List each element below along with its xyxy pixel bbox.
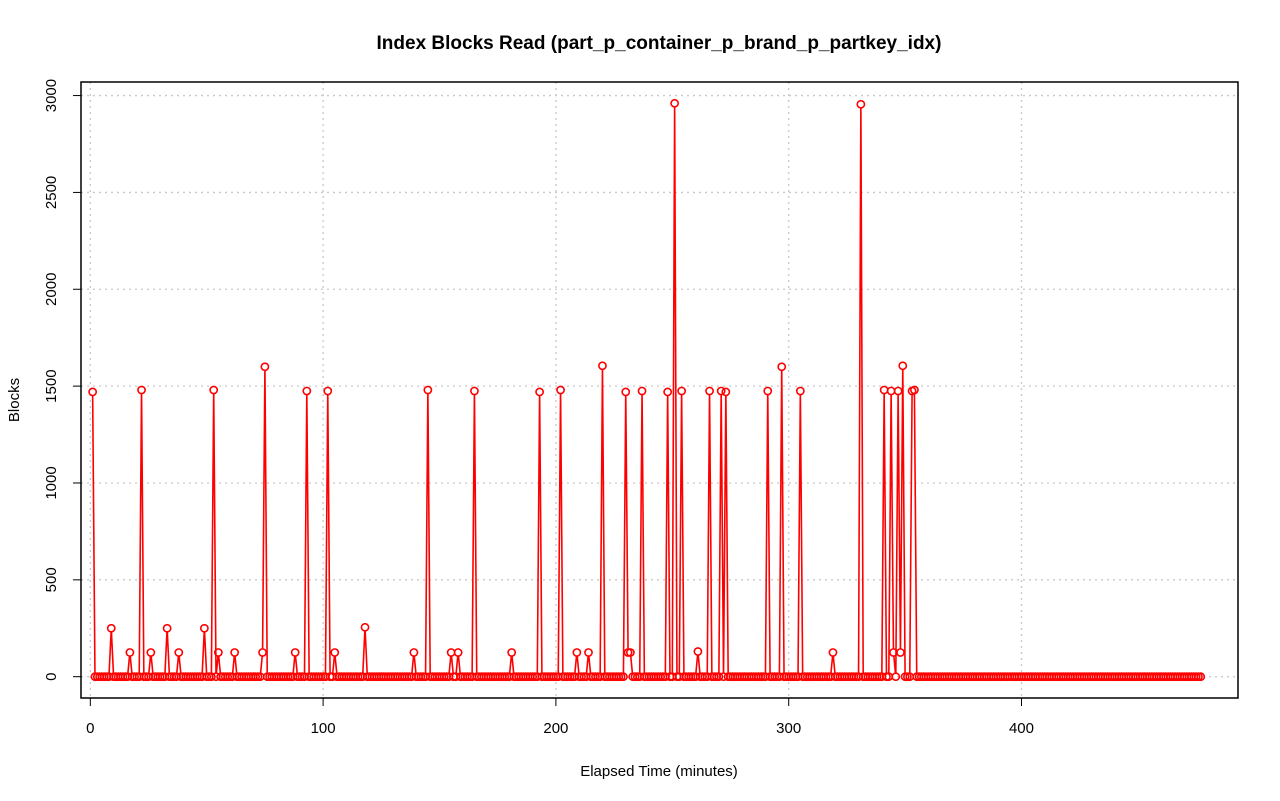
data-point bbox=[360, 622, 370, 632]
data-point bbox=[714, 672, 724, 682]
data-point bbox=[795, 386, 805, 396]
y-tick-label: 0 bbox=[43, 673, 60, 681]
data-point bbox=[777, 362, 787, 372]
data-point bbox=[763, 386, 773, 396]
data-point bbox=[323, 386, 333, 396]
data-point bbox=[470, 386, 479, 396]
data-point bbox=[693, 647, 703, 656]
y-tick-label: 500 bbox=[43, 567, 60, 592]
data-point bbox=[910, 385, 919, 395]
data-point bbox=[162, 623, 172, 633]
x-tick-label: 300 bbox=[776, 720, 801, 737]
data-point bbox=[125, 648, 135, 657]
y-tick-label: 1500 bbox=[43, 369, 60, 402]
data-point bbox=[893, 386, 903, 396]
x-tick-label: 200 bbox=[543, 720, 568, 737]
y-tick-label: 3000 bbox=[43, 79, 60, 112]
data-point bbox=[453, 648, 463, 657]
data-point bbox=[260, 362, 270, 372]
data-point bbox=[556, 385, 565, 395]
data-point bbox=[670, 98, 680, 108]
y-axis: 0 500 1000 1500 2000 2500 3000 bbox=[43, 79, 82, 681]
data-point bbox=[1196, 672, 1206, 682]
data-point bbox=[716, 386, 726, 396]
data-point bbox=[896, 648, 905, 657]
data-point bbox=[258, 648, 267, 657]
y-tick-label: 2500 bbox=[43, 176, 60, 209]
plot-frame bbox=[80, 81, 1239, 699]
data-point bbox=[584, 648, 593, 657]
data-point bbox=[663, 387, 673, 397]
data-point bbox=[535, 387, 545, 397]
y-tick-label: 2000 bbox=[43, 273, 60, 306]
x-axis-label: Elapsed Time (minutes) bbox=[580, 763, 738, 780]
data-point bbox=[507, 648, 517, 657]
y-tick-label: 1000 bbox=[43, 466, 60, 499]
series-line bbox=[91, 106, 918, 674]
data-point bbox=[423, 385, 433, 395]
data-point bbox=[213, 648, 223, 657]
x-tick-label: 0 bbox=[86, 720, 94, 737]
data-point bbox=[886, 386, 896, 396]
data-point bbox=[828, 648, 838, 657]
data-point bbox=[330, 648, 340, 657]
series bbox=[88, 98, 1206, 682]
data-point bbox=[137, 385, 146, 395]
chart-title: Index Blocks Read (part_p_container_p_br… bbox=[377, 33, 942, 54]
data-point bbox=[199, 623, 209, 633]
data-point bbox=[409, 648, 419, 657]
data-point bbox=[637, 386, 647, 396]
x-axis: 0 100 200 300 400 bbox=[86, 697, 1034, 737]
x-tick-label: 400 bbox=[1009, 720, 1034, 737]
data-point bbox=[621, 387, 631, 397]
data-point bbox=[677, 386, 687, 396]
data-point bbox=[88, 387, 98, 397]
x-tick-label: 100 bbox=[311, 720, 336, 737]
data-point bbox=[572, 648, 582, 657]
data-point bbox=[206, 672, 216, 682]
data-point bbox=[174, 648, 184, 657]
data-point bbox=[302, 386, 312, 396]
data-point bbox=[619, 672, 628, 682]
grid bbox=[81, 82, 1238, 698]
data-point bbox=[856, 99, 866, 109]
data-point bbox=[705, 386, 714, 396]
data-point bbox=[146, 648, 156, 657]
data-point bbox=[230, 648, 240, 657]
data-point bbox=[209, 385, 219, 395]
data-point bbox=[290, 648, 300, 657]
data-point bbox=[879, 385, 889, 395]
data-point bbox=[446, 648, 456, 657]
data-point bbox=[626, 648, 635, 657]
y-axis-label: Blocks bbox=[6, 378, 23, 422]
data-point bbox=[891, 672, 901, 682]
data-point bbox=[721, 387, 731, 397]
data-point bbox=[898, 361, 908, 371]
data-point bbox=[598, 361, 607, 371]
data-point bbox=[106, 623, 116, 633]
